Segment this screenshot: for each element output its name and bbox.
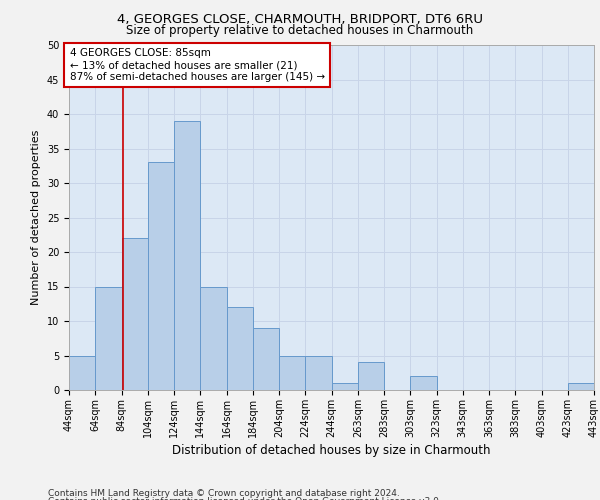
Bar (410, 376, 437, 390)
Bar (174, 121, 200, 390)
Text: Contains HM Land Registry data © Crown copyright and database right 2024.: Contains HM Land Registry data © Crown c… (48, 488, 400, 498)
Bar (331, 383, 358, 390)
Bar (305, 356, 331, 390)
Bar (69, 356, 95, 390)
Text: 4, GEORGES CLOSE, CHARMOUTH, BRIDPORT, DT6 6RU: 4, GEORGES CLOSE, CHARMOUTH, BRIDPORT, D… (117, 12, 483, 26)
Bar (227, 307, 253, 390)
X-axis label: Distribution of detached houses by size in Charmouth: Distribution of detached houses by size … (172, 444, 491, 457)
Bar (148, 162, 174, 390)
Bar (121, 238, 148, 390)
Bar (253, 328, 279, 390)
Bar (279, 356, 305, 390)
Text: 4 GEORGES CLOSE: 85sqm
← 13% of detached houses are smaller (21)
87% of semi-det: 4 GEORGES CLOSE: 85sqm ← 13% of detached… (70, 48, 325, 82)
Text: Contains public sector information licensed under the Open Government Licence v3: Contains public sector information licen… (48, 497, 442, 500)
Bar (200, 286, 227, 390)
Bar (95, 286, 121, 390)
Bar (568, 383, 594, 390)
Y-axis label: Number of detached properties: Number of detached properties (31, 130, 41, 305)
Text: Size of property relative to detached houses in Charmouth: Size of property relative to detached ho… (127, 24, 473, 37)
Bar (358, 362, 384, 390)
